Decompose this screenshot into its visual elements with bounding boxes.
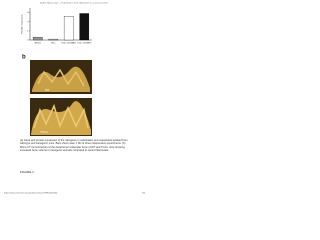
bar (63, 16, 74, 41)
bar (48, 38, 59, 41)
y-tick-label: 0 (27, 40, 29, 42)
trabecula (37, 68, 85, 87)
y-tick-label: 1 (27, 30, 29, 32)
x-tick-label: TG1/+ with RANKL (61, 41, 76, 44)
bar-chart: Relative expression 0 1 2 3 WT/Dex TG1/+ TG1/+ … (21, 8, 92, 44)
trabecula (33, 103, 89, 129)
image-label: TG1/+ (40, 130, 49, 134)
x-tick-label: TG1/+ (51, 42, 56, 44)
page-canvas: Author Manuscript — Published in final e… (4, 2, 146, 195)
y-tick-label: 2 (27, 21, 29, 23)
x-tick-label: WT/Dex (35, 42, 42, 44)
header: Author Manuscript — Published in final e… (40, 2, 108, 5)
image-label: WT (45, 88, 50, 92)
y-axis-label: Relative expression (21, 14, 24, 34)
caption: (a) Gene and protein expression of the t… (20, 139, 128, 152)
bar (32, 37, 43, 41)
footer-url: https://www.ncbi.nlm.nih.gov/pmc/article… (4, 192, 58, 195)
y-tick-label: 3 (27, 12, 29, 14)
page: {"header":"Author Manuscript — Published… (0, 0, 149, 198)
panel-label: b (22, 55, 26, 61)
figure-label: FIGURE 1 (20, 170, 34, 174)
x-tick-label: TG1/+ with BMP2 (77, 41, 91, 44)
page-number: 2/6 (142, 193, 146, 195)
bar (79, 13, 90, 41)
